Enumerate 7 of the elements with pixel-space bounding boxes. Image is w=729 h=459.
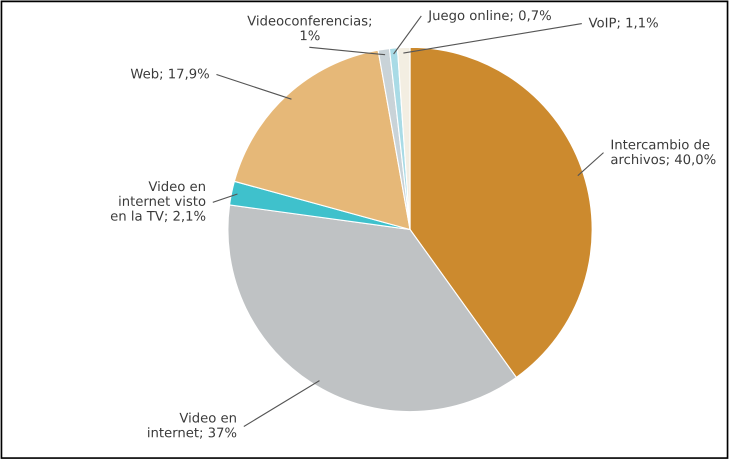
- slice-label: Juego online; 0,7%: [428, 10, 551, 23]
- slice-label: Video en internet; 37%: [148, 412, 236, 439]
- slice-label: Video en internet visto en la TV; 2,1%: [110, 181, 206, 222]
- slice-label: Intercambio de archivos; 40,0%: [611, 139, 716, 166]
- slice-label: Videoconferencias; 1%: [247, 15, 371, 40]
- slice-label: Web; 17,9%: [130, 68, 209, 80]
- slice-label: VoIP; 1,1%: [588, 18, 658, 29]
